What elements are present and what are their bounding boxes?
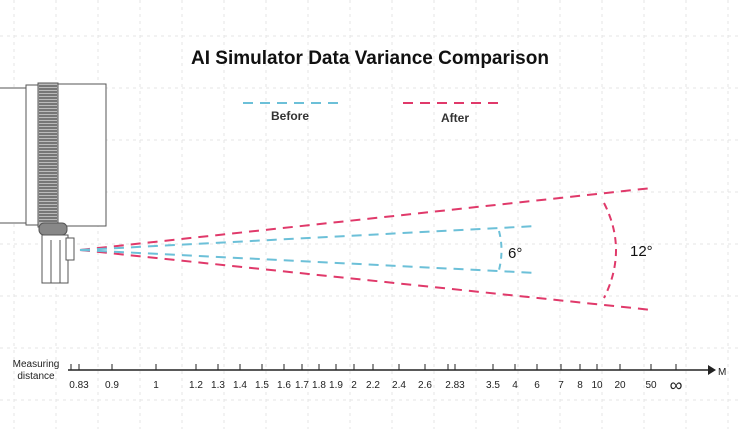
axis-tick-label: 20	[614, 380, 626, 391]
axis-tick-label: 0.9	[105, 380, 119, 391]
axis-tick-label: 1.6	[277, 380, 291, 391]
axis-tick-label: 10	[591, 380, 603, 391]
before-lower-line	[79, 249, 538, 274]
axis-tick-label: 6	[534, 380, 540, 391]
after-angle-label: 12°	[630, 243, 653, 260]
after-upper-line	[79, 187, 653, 251]
axis-arrow-icon	[708, 365, 716, 375]
axis-unit: M	[718, 367, 726, 378]
axis-tick-label: 3.5	[486, 380, 500, 391]
chart-title: AI Simulator Data Variance Comparison	[191, 48, 549, 69]
lens-icon	[0, 82, 107, 284]
axis-tick-label: 1.5	[255, 380, 269, 391]
axis-tick-label: 1.8	[312, 380, 326, 391]
axis-tick-label: 8	[577, 380, 583, 391]
axis-tick-label: 2.83	[445, 380, 465, 391]
axis-label-line1: Measuring	[13, 359, 60, 370]
axis-tick-label: 1.4	[233, 380, 247, 391]
distance-axis: Measuring distance M 0.83 0.9 1 1.2 1.3 1.4 1.…	[13, 359, 727, 395]
after-lower-line	[79, 249, 653, 311]
axis-label-line2: distance	[17, 371, 55, 382]
axis-tick-label: 1.9	[329, 380, 343, 391]
cones: 6° 12°	[79, 187, 653, 311]
axis-tick-label: 1.3	[211, 380, 225, 391]
axis-tick-label: 1.2	[189, 380, 203, 391]
axis-tick-label: 2	[351, 380, 357, 391]
legend: Before After	[243, 102, 500, 125]
axis-tick-label: 2.2	[366, 380, 380, 391]
axis-tick-label: 50	[645, 380, 657, 391]
axis-tick-label: ∞	[670, 375, 683, 395]
axis-tick-label: 1	[153, 380, 159, 391]
legend-after-label: After	[441, 111, 469, 125]
before-upper-line	[79, 225, 538, 251]
axis-tick-label: 2.6	[418, 380, 432, 391]
axis-tick-label: 7	[558, 380, 564, 391]
legend-before-label: Before	[271, 109, 309, 123]
axis-tick-label: 0.83	[69, 380, 89, 391]
axis-tick-label: 4	[512, 380, 518, 391]
axis-tick-label: 2.4	[392, 380, 406, 391]
before-angle-label: 6°	[508, 245, 522, 262]
before-angle-arc	[498, 230, 503, 271]
after-angle-arc	[603, 202, 617, 299]
axis-tick-label: 1.7	[295, 380, 309, 391]
